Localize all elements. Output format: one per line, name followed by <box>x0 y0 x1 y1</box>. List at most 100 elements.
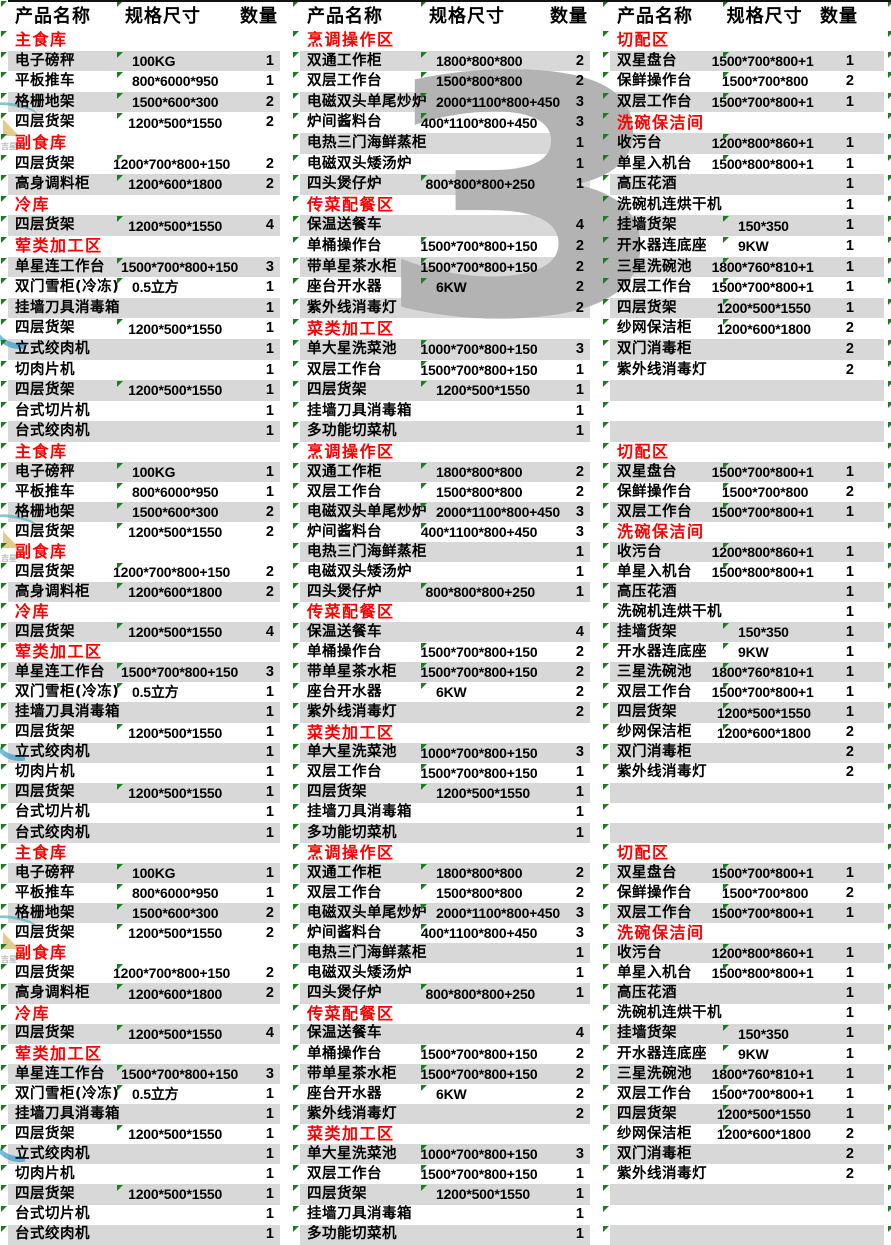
spec-cell[interactable]: 1200*600*1800 <box>128 985 223 1002</box>
qty-cell[interactable]: 1 <box>265 684 274 701</box>
spec-cell[interactable]: 1500*700*800+1 <box>711 463 814 480</box>
product-name-cell[interactable]: 座台开水器 <box>307 1085 382 1102</box>
spec-cell[interactable]: 6KW <box>436 684 467 701</box>
section-header-cell[interactable]: 洗碗保洁间 <box>617 522 705 542</box>
product-name-cell[interactable]: 三星洗碗池 <box>617 1065 692 1082</box>
qty-cell[interactable]: 1 <box>265 884 274 901</box>
spec-cell[interactable]: 1200*800*860+1 <box>711 544 814 561</box>
qty-cell[interactable]: 1 <box>265 340 274 357</box>
section-header-cell[interactable]: 菜类加工区 <box>307 1124 395 1144</box>
qty-cell[interactable]: 1 <box>575 824 584 841</box>
spec-cell[interactable]: 1200*500*1550 <box>128 1126 223 1143</box>
spec-cell[interactable]: 6KW <box>436 279 467 296</box>
product-name-cell[interactable]: 紫外线消毒灯 <box>307 299 397 316</box>
spec-cell[interactable]: 150*350 <box>738 217 789 234</box>
spec-cell[interactable]: 1500*700*800 <box>721 885 809 902</box>
qty-cell[interactable]: 1 <box>575 135 584 152</box>
section-header-cell[interactable]: 烹调操作区 <box>307 842 395 862</box>
spec-cell[interactable]: 1500*700*800+150 <box>121 258 239 275</box>
product-name-cell[interactable]: 双门雪柜(冷冻) <box>15 1085 120 1102</box>
qty-cell[interactable]: 1 <box>575 543 584 560</box>
qty-cell[interactable]: 2 <box>845 764 854 781</box>
product-name-cell[interactable]: 双门消毒柜 <box>617 744 692 761</box>
spec-cell[interactable]: 0.5立方 <box>132 279 179 296</box>
qty-cell[interactable]: 1 <box>575 804 584 821</box>
product-name-cell[interactable]: 电磁双头单尾炒炉 <box>307 93 427 110</box>
qty-cell[interactable]: 1 <box>845 624 854 641</box>
spec-cell[interactable]: 1500*800*800 <box>436 483 523 500</box>
product-name-cell[interactable]: 双门消毒柜 <box>617 340 692 357</box>
product-name-cell[interactable]: 单星连工作台 <box>15 664 105 681</box>
spec-cell[interactable]: 1500*700*800+150 <box>420 238 538 255</box>
qty-cell[interactable]: 2 <box>265 503 274 520</box>
qty-cell[interactable]: 2 <box>265 93 274 110</box>
qty-cell[interactable]: 3 <box>575 340 584 357</box>
spec-cell[interactable]: 1800*760*810+1 <box>711 258 814 275</box>
spec-cell[interactable]: 1500*700*800 <box>721 483 809 500</box>
product-name-cell[interactable]: 紫外线消毒灯 <box>617 764 707 781</box>
product-name-cell[interactable]: 台式切片机 <box>15 804 90 821</box>
qty-cell[interactable]: 2 <box>265 114 274 131</box>
product-name-cell[interactable]: 双层工作台 <box>617 1085 692 1102</box>
qty-cell[interactable]: 2 <box>265 924 274 941</box>
product-name-cell[interactable]: 双星盘台 <box>617 463 677 480</box>
qty-cell[interactable]: 2 <box>575 1105 584 1122</box>
product-name-cell[interactable]: 平板推车 <box>15 73 75 90</box>
qty-cell[interactable]: 1 <box>845 1005 854 1022</box>
product-name-cell[interactable]: 格栅地架 <box>15 904 75 921</box>
qty-cell[interactable]: 1 <box>265 73 274 90</box>
product-name-cell[interactable]: 多功能切菜机 <box>307 1226 397 1243</box>
spec-cell[interactable]: 1200*800*860+1 <box>711 945 814 962</box>
product-name-cell[interactable]: 挂墙刀具消毒箱 <box>307 402 412 419</box>
qty-cell[interactable]: 1 <box>845 664 854 681</box>
spec-cell[interactable]: 1500*700*800+1 <box>711 52 814 69</box>
section-header-cell[interactable]: 荤类加工区 <box>15 236 103 256</box>
spec-cell[interactable]: 1200*500*1550 <box>128 724 223 741</box>
spec-cell[interactable]: 1500*700*800+1 <box>711 1085 814 1102</box>
product-name-cell[interactable]: 四层货架 <box>307 784 367 801</box>
qty-cell[interactable]: 1 <box>845 1045 854 1062</box>
spec-cell[interactable]: 1200*500*1550 <box>128 1186 223 1203</box>
spec-cell[interactable]: 2000*1100*800+450 <box>436 905 560 922</box>
qty-cell[interactable]: 1 <box>265 423 274 440</box>
qty-cell[interactable]: 2 <box>845 744 854 761</box>
product-name-cell[interactable]: 高压花酒 <box>617 583 677 600</box>
column-header-qty[interactable]: 数量 <box>550 6 588 27</box>
product-name-cell[interactable]: 双层工作台 <box>617 503 692 520</box>
column-header-product[interactable]: 产品名称 <box>307 6 383 27</box>
qty-cell[interactable]: 3 <box>575 523 584 540</box>
spec-cell[interactable]: 1200*500*1550 <box>128 320 223 337</box>
qty-cell[interactable]: 2 <box>845 1166 854 1183</box>
qty-cell[interactable]: 1 <box>845 237 854 254</box>
qty-cell[interactable]: 1 <box>845 52 854 69</box>
spec-cell[interactable]: 9KW <box>738 644 769 661</box>
qty-cell[interactable]: 2 <box>845 483 854 500</box>
spec-cell[interactable]: 1500*700*800+150 <box>420 1065 538 1082</box>
qty-cell[interactable]: 2 <box>265 155 274 172</box>
product-name-cell[interactable]: 台式绞肉机 <box>15 1226 90 1243</box>
product-name-cell[interactable]: 带单星茶水柜 <box>307 1065 397 1082</box>
product-name-cell[interactable]: 电热三门海鲜蒸柜 <box>307 135 427 152</box>
product-name-cell[interactable]: 高压花酒 <box>617 985 677 1002</box>
product-name-cell[interactable]: 单大星洗菜池 <box>307 744 397 761</box>
product-name-cell[interactable]: 收污台 <box>617 945 662 962</box>
column-header-spec[interactable]: 规格尺寸 <box>429 6 505 27</box>
spec-cell[interactable]: 1200*500*1550 <box>128 784 223 801</box>
product-name-cell[interactable]: 保鲜操作台 <box>617 483 692 500</box>
qty-cell[interactable]: 2 <box>265 523 274 540</box>
qty-cell[interactable]: 1 <box>265 463 274 480</box>
product-name-cell[interactable]: 开水器连底座 <box>617 237 707 254</box>
spec-cell[interactable]: 1500*800*800 <box>436 73 523 90</box>
product-name-cell[interactable]: 座台开水器 <box>307 684 382 701</box>
product-name-cell[interactable]: 双通工作柜 <box>307 864 382 881</box>
qty-cell[interactable]: 1 <box>265 279 274 296</box>
qty-cell[interactable]: 1 <box>575 155 584 172</box>
qty-cell[interactable]: 1 <box>575 361 584 378</box>
product-name-cell[interactable]: 紫外线消毒灯 <box>307 704 397 721</box>
product-name-cell[interactable]: 保温送餐车 <box>307 624 382 641</box>
qty-cell[interactable]: 1 <box>845 985 854 1002</box>
qty-cell[interactable]: 1 <box>575 1186 584 1203</box>
spec-cell[interactable]: 1500*700*800+150 <box>420 258 538 275</box>
product-name-cell[interactable]: 洗碗机连烘干机 <box>617 604 722 621</box>
product-name-cell[interactable]: 挂墙刀具消毒箱 <box>15 1105 120 1122</box>
